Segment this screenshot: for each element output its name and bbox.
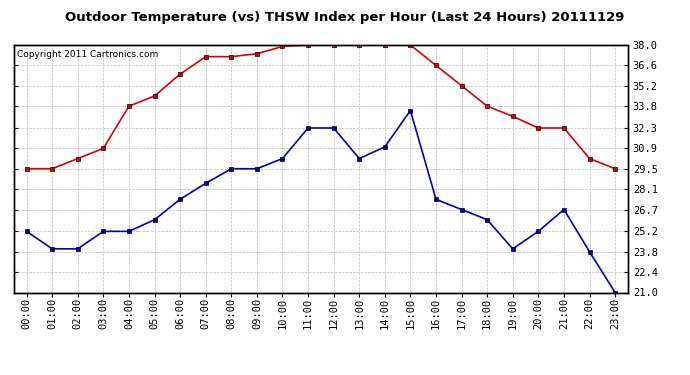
Text: Copyright 2011 Cartronics.com: Copyright 2011 Cartronics.com <box>17 50 158 59</box>
Text: Outdoor Temperature (vs) THSW Index per Hour (Last 24 Hours) 20111129: Outdoor Temperature (vs) THSW Index per … <box>66 11 624 24</box>
